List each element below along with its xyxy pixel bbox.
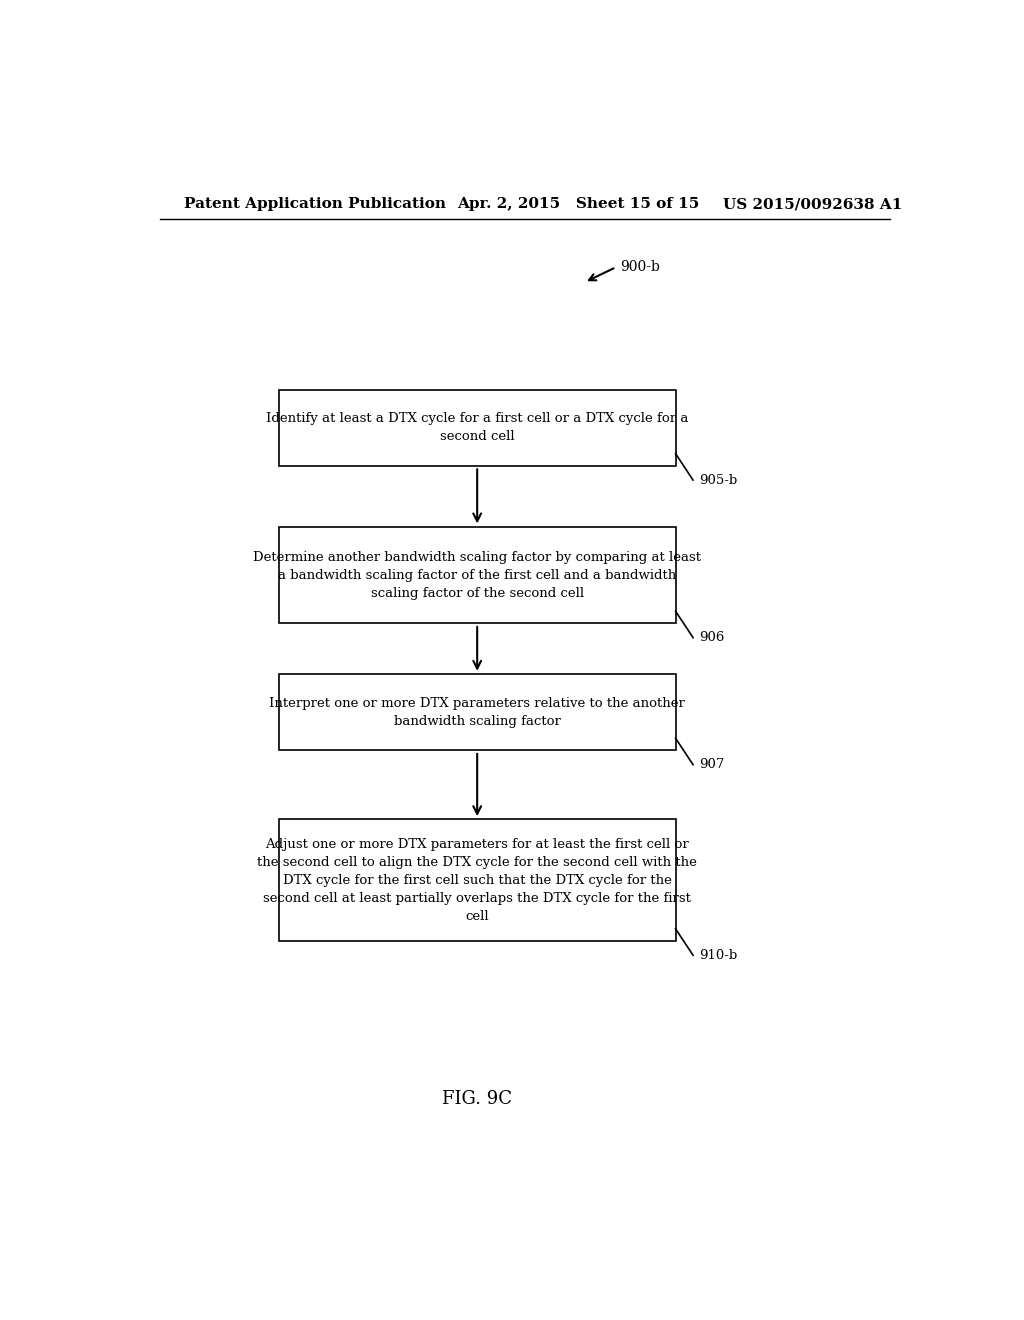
Text: 910-b: 910-b: [699, 949, 737, 962]
FancyBboxPatch shape: [279, 389, 676, 466]
Text: 905-b: 905-b: [699, 474, 737, 487]
Text: Interpret one or more DTX parameters relative to the another
bandwidth scaling f: Interpret one or more DTX parameters rel…: [269, 697, 685, 727]
Text: Patent Application Publication: Patent Application Publication: [183, 197, 445, 211]
FancyBboxPatch shape: [279, 527, 676, 623]
Text: FIG. 9C: FIG. 9C: [442, 1089, 512, 1107]
FancyBboxPatch shape: [279, 818, 676, 941]
Text: 907: 907: [699, 758, 725, 771]
Text: Identify at least a DTX cycle for a first cell or a DTX cycle for a
second cell: Identify at least a DTX cycle for a firs…: [266, 412, 688, 444]
FancyBboxPatch shape: [279, 675, 676, 751]
Text: 900-b: 900-b: [620, 260, 659, 275]
Text: 906: 906: [699, 631, 725, 644]
Text: US 2015/0092638 A1: US 2015/0092638 A1: [723, 197, 902, 211]
Text: Adjust one or more DTX parameters for at least the first cell or
the second cell: Adjust one or more DTX parameters for at…: [257, 838, 697, 923]
Text: Apr. 2, 2015   Sheet 15 of 15: Apr. 2, 2015 Sheet 15 of 15: [458, 197, 699, 211]
Text: Determine another bandwidth scaling factor by comparing at least
a bandwidth sca: Determine another bandwidth scaling fact…: [253, 550, 701, 599]
